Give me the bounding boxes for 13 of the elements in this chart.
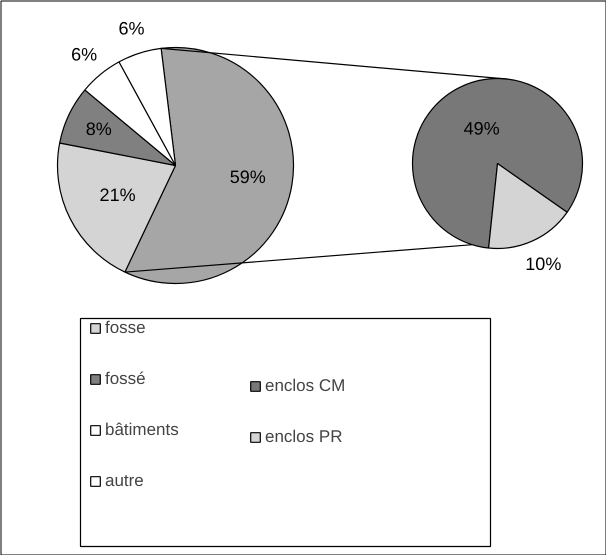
data-label: 6% — [71, 44, 98, 64]
data-label: 49% — [464, 118, 500, 139]
data-label: 21% — [100, 184, 136, 205]
legend-label: fosse — [105, 318, 146, 338]
legend-label: bâtiments — [105, 420, 179, 440]
data-label: 8% — [86, 119, 112, 140]
data-label: 59% — [230, 167, 266, 188]
legend-label: enclos CM — [265, 376, 346, 396]
data-label: 6% — [118, 18, 144, 38]
legend-label: autre — [105, 471, 144, 491]
legend-label: enclos PR — [265, 427, 342, 447]
data-label: 10% — [525, 254, 562, 274]
legend-label: fossé — [105, 369, 146, 389]
